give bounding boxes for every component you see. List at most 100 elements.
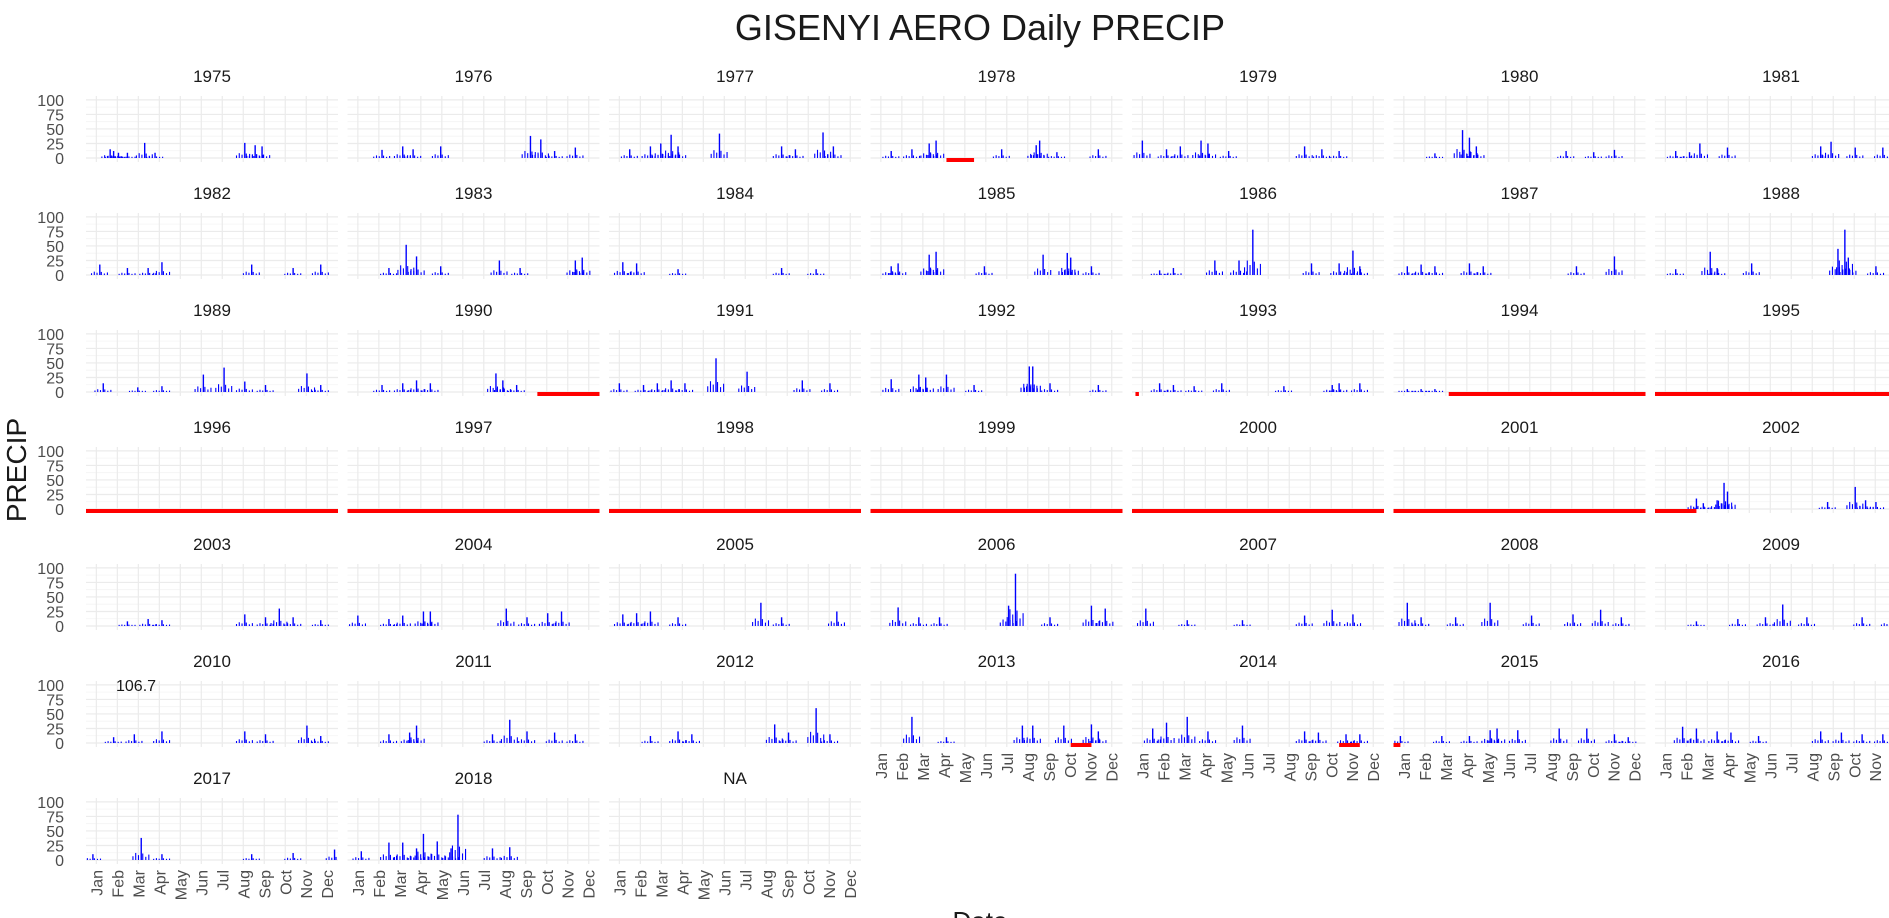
x-tick-label: Jul [1784, 753, 1801, 773]
facet-panel: 1988 [1655, 184, 1889, 279]
x-tick-label: Dec [843, 870, 860, 898]
facet-panel: 2005 [609, 535, 861, 630]
x-tick-label: Nov [1345, 753, 1362, 781]
x-tick-label: May [173, 870, 190, 900]
y-tick-label: 25 [46, 487, 64, 504]
facet-panel: 1978 [870, 67, 1123, 162]
facet-strip-title: 1976 [455, 67, 493, 86]
x-tick-label: Sep [257, 870, 274, 899]
x-tick-label: May [1219, 753, 1236, 783]
x-tick-label: Dec [1366, 753, 1383, 781]
x-tick-label: Oct [278, 869, 295, 894]
y-tick-label: 25 [46, 253, 64, 270]
facet-strip-title: 1998 [716, 418, 754, 437]
facet-strip-title: 1993 [1239, 301, 1277, 320]
x-tick-label: Sep [1565, 753, 1582, 782]
x-tick-label: Jun [1240, 753, 1257, 779]
x-tick-label: Nov [561, 870, 578, 898]
chart-title: GISENYI AERO Daily PRECIP [735, 7, 1225, 48]
facet-strip-title: 1979 [1239, 67, 1277, 86]
x-tick-label: Apr [1460, 752, 1477, 778]
x-tick-label: Jun [1763, 753, 1780, 779]
facet-strip-title: 2012 [716, 652, 754, 671]
facet-strip-title: 2007 [1239, 535, 1277, 554]
x-tick-label: Oct [1586, 752, 1603, 777]
x-tick-label: May [1481, 753, 1498, 783]
y-tick-label: 75 [46, 809, 64, 826]
x-tick-label: Nov [1084, 753, 1101, 781]
facet-strip-title: 1977 [716, 67, 754, 86]
x-tick-label: Jun [456, 870, 473, 896]
facet-strip-title: 1987 [1501, 184, 1539, 203]
y-axis-title: PRECIP [1, 418, 32, 522]
x-tick-label: Sep [780, 870, 797, 899]
x-tick-label: Nov [299, 870, 316, 898]
x-tick-label: Feb [1418, 753, 1435, 781]
y-tick-label: 100 [37, 795, 64, 812]
facet-strip-title: 1989 [193, 301, 231, 320]
facet-strip-title: 2015 [1501, 652, 1539, 671]
x-tick-label: Jun [979, 753, 996, 779]
facet-strip-title: 1978 [978, 67, 1016, 86]
facet-strip-title: 1988 [1762, 184, 1800, 203]
facet-panel: 2008 [1393, 535, 1646, 630]
y-tick-label: 75 [46, 107, 64, 124]
x-tick-label: Mar [654, 869, 671, 897]
y-tick-label: 0 [55, 502, 64, 519]
facet-panel: 2001 [1393, 418, 1646, 513]
x-tick-label: Sep [1042, 753, 1059, 782]
facet-panel: 2018 Jan Feb Mar Apr May Jun Jul Aug Sep Oct Nov Dec [347, 769, 600, 900]
facet-strip-title: 1990 [455, 301, 493, 320]
y-tick-label: 50 [46, 239, 64, 256]
facet-strip-title: 2004 [455, 535, 493, 554]
x-tick-label: Aug [1805, 753, 1822, 781]
x-tick-label: Dec [1105, 753, 1122, 781]
x-tick-label: Nov [1868, 753, 1885, 781]
x-tick-label: Feb [895, 753, 912, 781]
facet-panel: 2015 Jan Feb Mar Apr May Jun Jul Aug Sep Oct Nov Dec [1393, 652, 1646, 783]
y-tick-label: 100 [37, 327, 64, 344]
y-tick-label: 75 [46, 224, 64, 241]
y-tick-label: 75 [46, 692, 64, 709]
facet-strip-title: NA [723, 769, 747, 788]
facet-panel: 2004 [347, 535, 600, 630]
facet-panel: 1986 [1132, 184, 1384, 279]
facet-panel: 1994 [1393, 301, 1646, 396]
facet-panel: 2007 [1132, 535, 1384, 630]
facet-strip-title: 2003 [193, 535, 231, 554]
x-tick-label: Oct [1324, 752, 1341, 777]
y-tick-label: 0 [55, 736, 64, 753]
facet-strip-title: 1991 [716, 301, 754, 320]
x-tick-label: Feb [633, 870, 650, 898]
x-tick-label: Oct [801, 869, 818, 894]
facet-strip-title: 2014 [1239, 652, 1277, 671]
facet-panel: 1990 [347, 301, 600, 396]
x-tick-label: May [958, 753, 975, 783]
y-tick-label: 0 [55, 151, 64, 168]
facet-strip-title: 1986 [1239, 184, 1277, 203]
x-tick-label: Jun [717, 870, 734, 896]
facet-panel: 1977 [609, 67, 861, 162]
x-tick-label: Aug [759, 870, 776, 898]
x-tick-label: Apr [1721, 752, 1738, 778]
facet-strip-title: 2009 [1762, 535, 1800, 554]
facet-strip-title: 1980 [1501, 67, 1539, 86]
facet-panel: 2014 Jan Feb Mar Apr May Jun Jul Aug Sep Oct Nov Dec [1132, 652, 1384, 783]
y-tick-label: 100 [37, 93, 64, 110]
facet-strip-title: 2010 [193, 652, 231, 671]
facet-strip-title: 2016 [1762, 652, 1800, 671]
y-tick-label: 25 [46, 721, 64, 738]
facet-panel: 2011 [347, 652, 600, 747]
facet-panel: 1976 [347, 67, 600, 162]
x-axis-title: Date [953, 906, 1008, 918]
facet-strip-title: 2005 [716, 535, 754, 554]
x-tick-label: Aug [1282, 753, 1299, 781]
y-tick-label: 0 [55, 853, 64, 870]
facet-panel: 1985 [870, 184, 1123, 279]
x-tick-label: Jul [1523, 753, 1540, 773]
x-tick-label: May [696, 870, 713, 900]
facet-panel: 1987 [1393, 184, 1646, 279]
facet-strip-title: 1975 [193, 67, 231, 86]
x-tick-label: Jun [1502, 753, 1519, 779]
